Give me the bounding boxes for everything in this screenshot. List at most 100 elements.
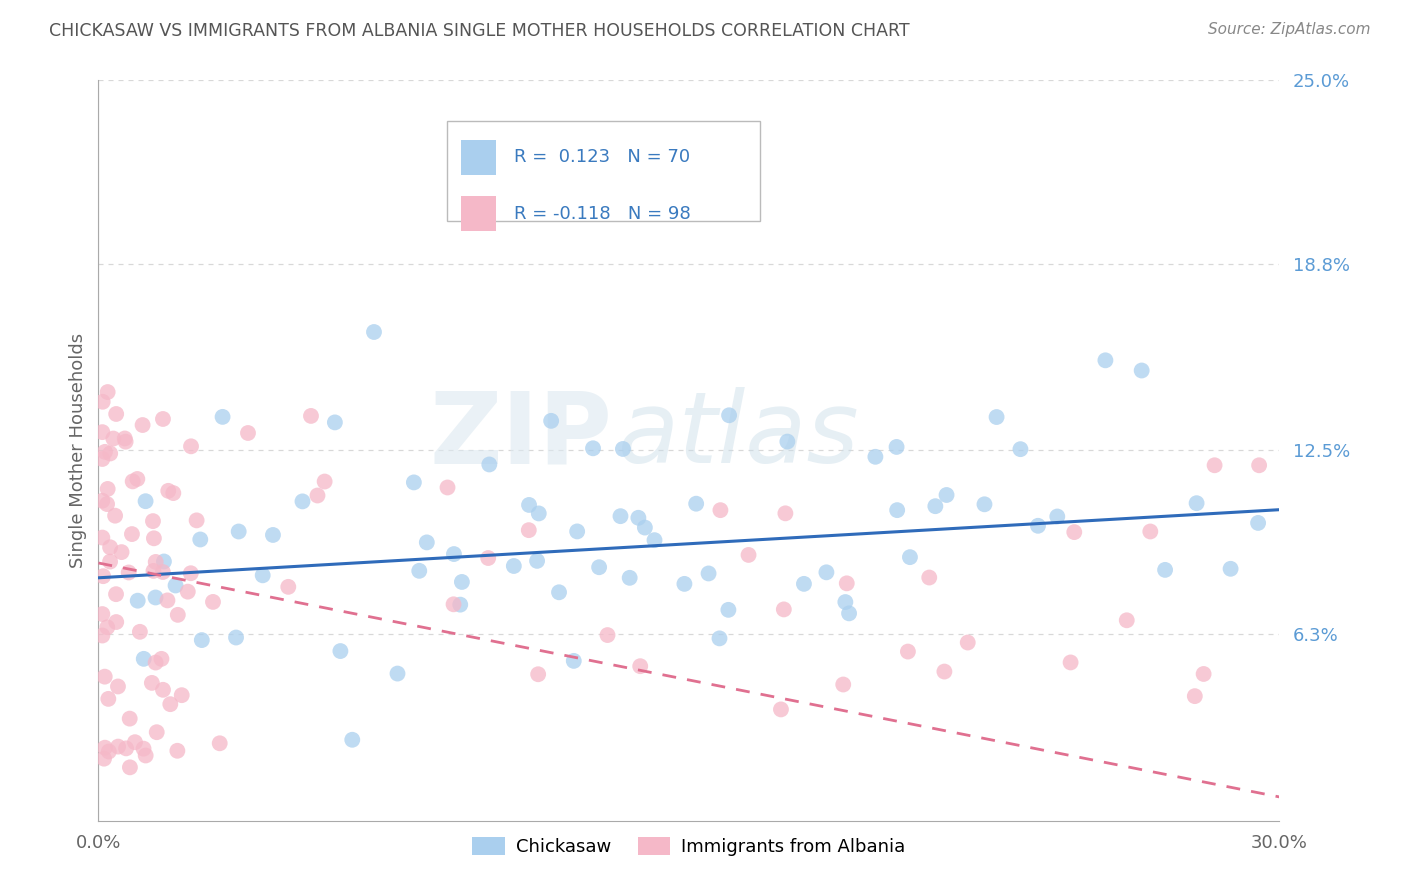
Point [152, 682, 174, 697]
Point [307, 488, 329, 502]
Point [1130, 363, 1153, 377]
Point [886, 503, 908, 517]
Point [834, 595, 856, 609]
Point [121, 527, 143, 541]
Point [110, 545, 132, 559]
Point [588, 560, 610, 574]
Point [118, 712, 141, 726]
Point [886, 440, 908, 454]
Point [91, 628, 114, 642]
Point [91, 607, 114, 621]
Point [526, 554, 548, 568]
Point [1204, 458, 1226, 473]
Point [1192, 667, 1215, 681]
Point [201, 595, 224, 609]
Point [162, 486, 184, 500]
Text: ZIP: ZIP [429, 387, 612, 484]
Point [1249, 458, 1271, 473]
Text: atlas: atlas [619, 387, 859, 484]
Point [96, 620, 118, 634]
Point [436, 481, 458, 495]
Text: CHICKASAW VS IMMIGRANTS FROM ALBANIA SINGLE MOTHER HOUSEHOLDS CORRELATION CHART: CHICKASAW VS IMMIGRANTS FROM ALBANIA SIN… [49, 22, 910, 40]
Point [517, 498, 540, 512]
Point [104, 508, 127, 523]
Point [443, 597, 465, 611]
Point [737, 548, 759, 562]
Point [527, 507, 550, 521]
Point [527, 667, 550, 681]
Point [1063, 525, 1085, 540]
Point [98, 555, 121, 569]
Point [628, 659, 651, 673]
Point [159, 697, 181, 711]
Point [142, 564, 165, 578]
Point [299, 409, 322, 423]
Point [142, 531, 165, 545]
Point [329, 644, 352, 658]
Point [211, 409, 233, 424]
Point [775, 506, 797, 520]
Point [91, 493, 114, 508]
Point [408, 564, 430, 578]
Point [1115, 613, 1137, 627]
Point [1154, 563, 1177, 577]
Point [91, 452, 114, 467]
Point [832, 677, 855, 691]
Point [918, 570, 941, 584]
Point [166, 607, 188, 622]
Point [477, 551, 499, 566]
Point [225, 631, 247, 645]
Point [673, 577, 696, 591]
Point [776, 434, 799, 449]
Point [132, 741, 155, 756]
Point [141, 676, 163, 690]
Point [152, 565, 174, 579]
Point [815, 566, 838, 580]
Point [105, 587, 128, 601]
Point [986, 410, 1008, 425]
FancyBboxPatch shape [447, 121, 759, 221]
Point [131, 417, 153, 432]
Point [1026, 518, 1049, 533]
Point [124, 735, 146, 749]
Point [934, 665, 956, 679]
Point [323, 416, 346, 430]
Point [91, 394, 114, 409]
Point [562, 654, 585, 668]
Point [838, 607, 860, 621]
Point [165, 578, 187, 592]
Point [277, 580, 299, 594]
Point [121, 475, 143, 489]
Point [956, 635, 979, 649]
Point [127, 593, 149, 607]
Bar [461, 139, 496, 175]
Point [98, 541, 121, 555]
Point [897, 644, 920, 658]
Point [208, 736, 231, 750]
Point [114, 432, 136, 446]
Text: R = -0.118   N = 98: R = -0.118 N = 98 [515, 204, 690, 222]
Point [132, 652, 155, 666]
Point [91, 569, 114, 583]
Point [517, 523, 540, 537]
Point [93, 670, 115, 684]
Point [94, 445, 117, 459]
Point [157, 483, 180, 498]
Point [252, 568, 274, 582]
Point [314, 475, 336, 489]
Point [91, 531, 114, 545]
Point [228, 524, 250, 539]
Point [865, 450, 887, 464]
Point [1185, 496, 1208, 510]
Point [451, 574, 474, 589]
Point [1247, 516, 1270, 530]
Text: R =  0.123   N = 70: R = 0.123 N = 70 [515, 148, 690, 166]
Point [118, 566, 141, 580]
Point [180, 439, 202, 453]
Point [793, 577, 815, 591]
Point [97, 385, 120, 400]
Point [644, 533, 666, 548]
Point [1219, 562, 1241, 576]
Point [115, 741, 138, 756]
Point [363, 325, 385, 339]
